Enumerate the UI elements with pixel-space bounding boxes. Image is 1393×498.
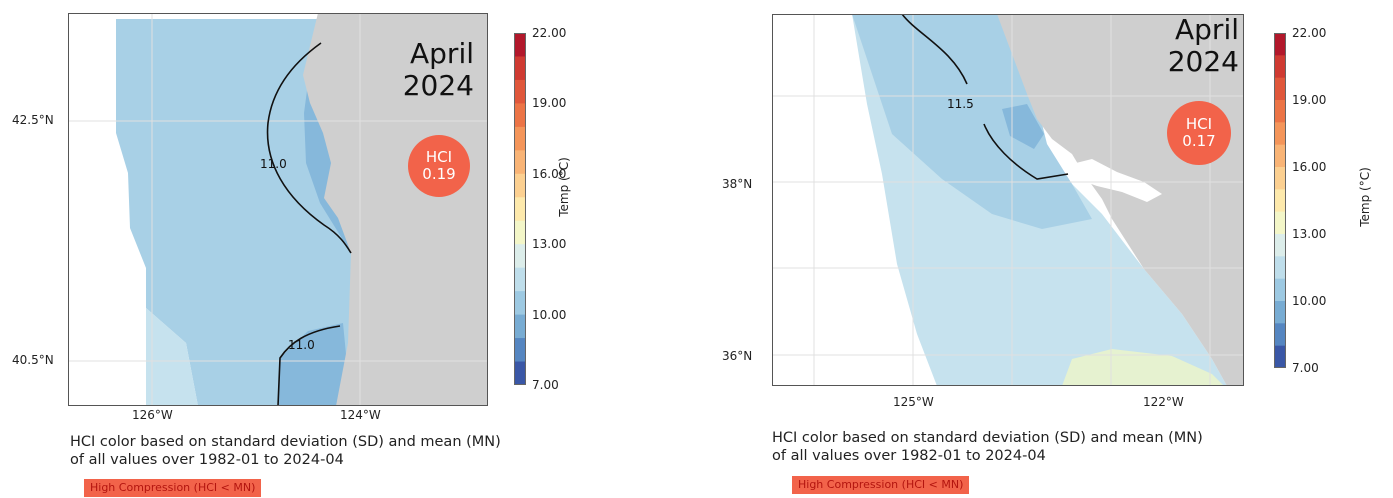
caption-line-1: HCI color based on standard deviation (S… — [70, 434, 501, 450]
lat-label: 40.5°N — [12, 353, 54, 367]
hci-badge-value: 0.17 — [1182, 132, 1216, 150]
right-sea-warm — [1062, 349, 1224, 386]
colorbar-segment — [1274, 167, 1286, 190]
colorbar — [1274, 33, 1286, 368]
high-compression-legend: High Compression (HCI < MN) — [84, 479, 262, 497]
year-label: 2024 — [402, 69, 474, 102]
month-year-label: April 2024 — [1147, 14, 1239, 78]
colorbar-segment — [1274, 256, 1286, 280]
colorbar-segment — [514, 314, 526, 339]
contour-label: 11.0 — [260, 157, 287, 171]
left-contour-north — [266, 42, 352, 254]
colorbar-segment — [1274, 100, 1286, 123]
left-land — [303, 13, 488, 406]
colorbar-tick: 19.00 — [532, 96, 567, 110]
colorbar-tick: 10.00 — [1292, 294, 1327, 308]
caption-line-2: of all values over 1982-01 to 2024-04 — [772, 448, 1046, 464]
colorbar-segment — [1274, 345, 1286, 368]
colorbar-tick: 10.00 — [532, 308, 567, 322]
lon-label: 124°W — [340, 408, 381, 422]
colorbar-segment — [1274, 55, 1286, 79]
colorbar-title: Temp (°C) — [1358, 167, 1372, 227]
lat-label: 38°N — [722, 177, 753, 191]
month-label: April — [1175, 13, 1239, 46]
lon-label: 122°W — [1143, 395, 1184, 409]
colorbar-tick: 7.00 — [532, 378, 559, 392]
colorbar-segment — [1274, 77, 1286, 101]
hci-badge: HCI 0.19 — [408, 135, 470, 197]
colorbar-segment — [1274, 144, 1286, 168]
hci-badge-label: HCI — [1185, 115, 1213, 133]
colorbar-segment — [1274, 211, 1286, 235]
lat-label: 36°N — [722, 349, 753, 363]
colorbar-segment — [514, 173, 526, 198]
colorbar-segment — [514, 361, 526, 385]
colorbar-segment — [514, 338, 526, 363]
colorbar-segment — [514, 56, 526, 81]
left-sea-dark-south — [278, 323, 351, 406]
left-map — [68, 13, 488, 406]
colorbar-segment — [514, 220, 526, 245]
right-bay-water — [1072, 159, 1162, 202]
caption-line-2: of all values over 1982-01 to 2024-04 — [70, 452, 344, 468]
hci-badge: HCI 0.17 — [1167, 101, 1231, 165]
contour-label: 11.5 — [947, 97, 974, 111]
year-label: 2024 — [1167, 45, 1239, 78]
lon-label: 126°W — [132, 408, 173, 422]
right-contour — [901, 14, 1069, 180]
colorbar-segment — [514, 126, 526, 151]
colorbar-segment — [1274, 278, 1286, 302]
hci-badge-label: HCI — [425, 148, 453, 166]
colorbar-segment — [1274, 33, 1286, 56]
caption-line-1: HCI color based on standard deviation (S… — [772, 430, 1203, 446]
colorbar-segment — [514, 33, 526, 57]
colorbar-tick: 16.00 — [532, 167, 567, 181]
left-map-panel: 42.5°N 40.5°N 126°W 124°W 11.0 11.0 Apri… — [0, 0, 650, 498]
colorbar-segment — [1274, 234, 1286, 257]
colorbar-tick: 7.00 — [1292, 361, 1319, 375]
colorbar-tick: 22.00 — [532, 26, 567, 40]
lon-label: 125°W — [893, 395, 934, 409]
colorbar-segment — [514, 244, 526, 269]
contour-label: 11.0 — [288, 338, 315, 352]
colorbar-tick: 16.00 — [1292, 160, 1327, 174]
colorbar-segment — [1274, 301, 1286, 324]
colorbar-tick: 13.00 — [532, 237, 567, 251]
colorbar-segment — [514, 291, 526, 316]
right-map-panel: 38°N 36°N 125°W 122°W 11.5 April 2024 HC… — [700, 0, 1393, 498]
colorbar-title: Temp (°C) — [557, 157, 571, 217]
colorbar — [514, 33, 526, 385]
month-label: April — [410, 37, 474, 70]
colorbar-segment — [514, 79, 526, 104]
left-sea-light — [146, 308, 198, 406]
colorbar-tick: 13.00 — [1292, 227, 1327, 241]
colorbar-segment — [1274, 323, 1286, 347]
colorbar-tick: 22.00 — [1292, 26, 1327, 40]
colorbar-segment — [1274, 189, 1286, 213]
colorbar-segment — [1274, 122, 1286, 146]
colorbar-segment — [514, 150, 526, 175]
high-compression-legend: High Compression (HCI < MN) — [792, 476, 970, 494]
colorbar-tick: 19.00 — [1292, 93, 1327, 107]
left-contour-south — [277, 325, 341, 406]
hci-badge-value: 0.19 — [422, 165, 456, 183]
lat-label: 42.5°N — [12, 113, 54, 127]
colorbar-segment — [514, 267, 526, 292]
left-sea-mid — [116, 19, 353, 406]
colorbar-segment — [514, 103, 526, 128]
month-year-label: April 2024 — [382, 38, 474, 102]
colorbar-segment — [514, 197, 526, 222]
